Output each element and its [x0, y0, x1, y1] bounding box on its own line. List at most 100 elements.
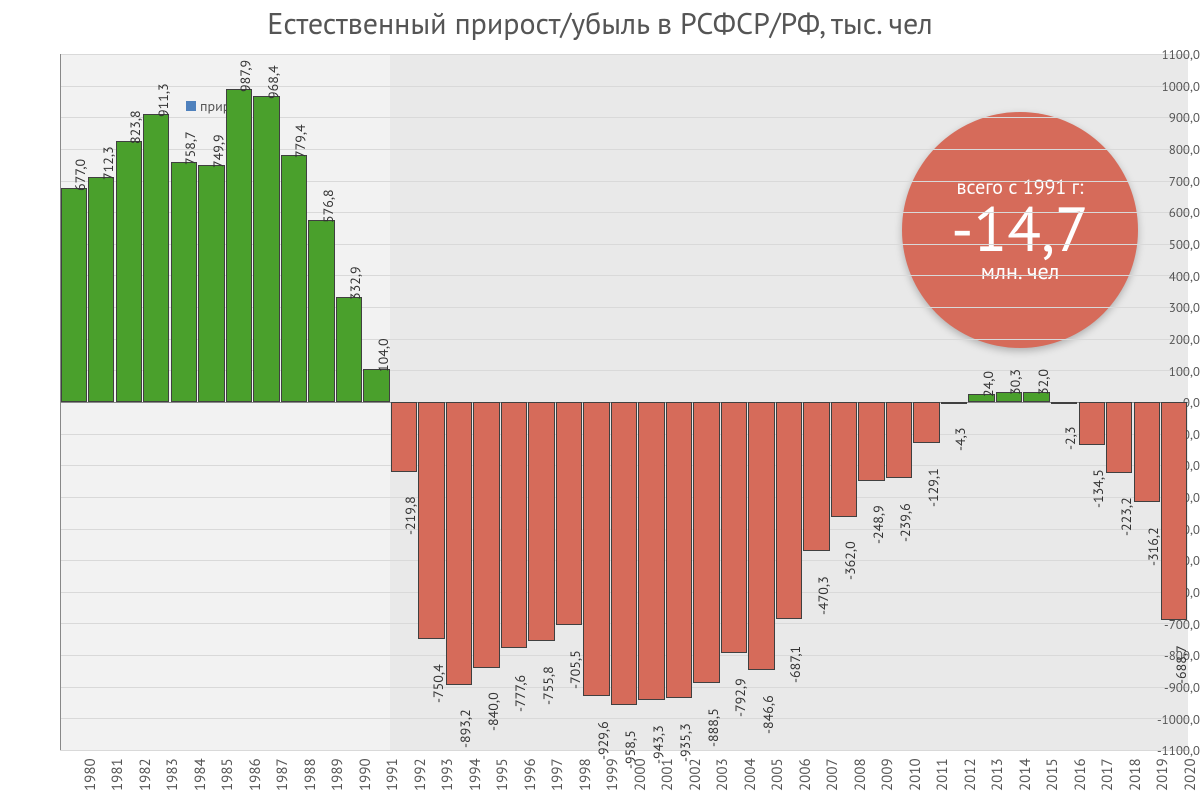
data-bar	[831, 402, 857, 517]
x-tick-label: 2009	[878, 758, 897, 791]
bar-value-label: -893,2	[456, 710, 474, 749]
data-bar	[501, 402, 527, 648]
data-bar	[171, 162, 197, 402]
data-bar	[1134, 402, 1160, 502]
legend-swatch	[186, 101, 196, 111]
x-tick-label: 2006	[796, 758, 815, 791]
bar-value-label: 779,4	[291, 125, 309, 159]
x-tick-label: 2017	[1098, 758, 1117, 791]
y-tick-label: 200,0	[1150, 331, 1200, 348]
bar-value-label: -792,9	[731, 678, 749, 717]
bar-value-label: -219,8	[401, 497, 419, 536]
x-tick-label: 1981	[108, 758, 127, 791]
grid-line	[60, 86, 1188, 87]
x-tick-label: 1992	[411, 758, 430, 791]
bar-value-label: -134,5	[1089, 470, 1107, 509]
y-tick-label: 800,0	[1150, 141, 1200, 158]
bar-value-label: -777,6	[511, 675, 529, 712]
bar-value-label: -362,0	[841, 542, 859, 581]
x-tick-label: 2014	[1016, 758, 1035, 791]
bar-value-label: -470,3	[814, 576, 832, 615]
bar-value-label: -755,8	[539, 666, 557, 705]
grid-line	[60, 718, 1188, 719]
bar-value-label: -705,5	[566, 650, 584, 689]
data-bar	[913, 402, 939, 443]
bar-value-label: 677,0	[71, 159, 89, 191]
x-tick-label: 2001	[658, 758, 677, 791]
x-tick-label: 2008	[851, 758, 870, 791]
bar-value-label: -248,9	[869, 506, 887, 545]
data-bar	[308, 220, 334, 402]
x-tick-label: 2010	[906, 758, 925, 791]
data-bar	[391, 402, 417, 472]
x-tick-label: 2005	[768, 758, 787, 791]
x-tick-label: 1985	[218, 758, 237, 791]
x-tick-label: 1998	[576, 758, 595, 791]
x-tick-label: 1982	[136, 758, 155, 791]
y-tick-label: 400,0	[1150, 268, 1200, 285]
data-bar	[611, 402, 637, 705]
x-tick-label: 1983	[163, 758, 182, 791]
y-tick-label: 100,0	[1150, 363, 1200, 380]
bar-value-label: -223,2	[1117, 498, 1135, 537]
bar-value-label: -846,6	[759, 695, 777, 734]
x-tick-label: 1993	[438, 758, 457, 791]
data-bar	[88, 177, 114, 402]
y-tick-label: 500,0	[1150, 236, 1200, 253]
data-bar	[556, 402, 582, 625]
bar-value-label: 968,4	[264, 65, 282, 99]
x-tick-label: 2012	[961, 758, 980, 791]
bar-value-label: 823,8	[126, 111, 144, 145]
x-tick-label: 1986	[246, 758, 265, 791]
y-axis-line	[60, 54, 61, 750]
y-tick-label: 600,0	[1150, 204, 1200, 221]
data-bar	[721, 402, 747, 653]
data-bar	[473, 402, 499, 668]
x-tick-label: 2011	[933, 758, 952, 791]
bar-value-label: 332,9	[346, 266, 364, 300]
bar-value-label: 104,0	[374, 338, 392, 372]
x-tick-label: 1991	[383, 758, 402, 791]
x-tick-label: 2002	[686, 758, 705, 791]
data-bar	[418, 402, 444, 639]
bar-value-label: 712,3	[99, 146, 117, 180]
bar-value-label: -239,6	[896, 503, 914, 542]
bar-value-label: 758,7	[181, 131, 199, 165]
callout-total: всего с 1991 г: -14,7 млн. чел	[902, 112, 1138, 348]
bar-value-label: -129,1	[924, 468, 942, 507]
x-tick-label: 2015	[1043, 758, 1062, 791]
bar-value-label: -929,6	[594, 721, 612, 760]
bar-value-label: -687,1	[786, 646, 804, 683]
bar-value-label: -935,3	[676, 723, 694, 762]
data-bar	[281, 155, 307, 402]
bar-value-label: 576,8	[319, 189, 337, 223]
x-tick-label: 1988	[301, 758, 320, 791]
x-tick-label: 1990	[356, 758, 375, 791]
y-tick-label: 700,0	[1150, 173, 1200, 190]
x-tick-label: 1984	[191, 758, 210, 791]
x-tick-label: 2019	[1153, 758, 1172, 791]
chart-title: Естественный прирост/убыль в РСФСР/РФ, т…	[0, 4, 1200, 43]
bar-value-label: -888,5	[704, 708, 722, 747]
x-tick-label: 2000	[631, 758, 650, 791]
data-bar	[776, 402, 802, 619]
data-bar	[116, 141, 142, 402]
data-bar	[143, 114, 169, 402]
x-tick-label: 1994	[466, 758, 485, 791]
data-bar	[336, 297, 362, 402]
data-bar	[446, 402, 472, 685]
x-tick-label: 2003	[713, 758, 732, 791]
callout-unit: млн. чел	[981, 260, 1060, 284]
x-tick-label: 2018	[1126, 758, 1145, 791]
x-tick-label: 1980	[81, 758, 100, 791]
data-bar	[886, 402, 912, 478]
x-tick-label: 2007	[823, 758, 842, 791]
x-tick-label: 1989	[328, 758, 347, 791]
data-bar	[583, 402, 609, 696]
bar-value-label: -316,2	[1144, 527, 1162, 566]
x-tick-label: 2020	[1181, 758, 1200, 791]
y-tick-label: 1000,0	[1150, 78, 1200, 95]
bar-value-label: -750,4	[429, 664, 447, 703]
bar-value-label: -688,7	[1172, 645, 1190, 684]
data-bar	[803, 402, 829, 551]
